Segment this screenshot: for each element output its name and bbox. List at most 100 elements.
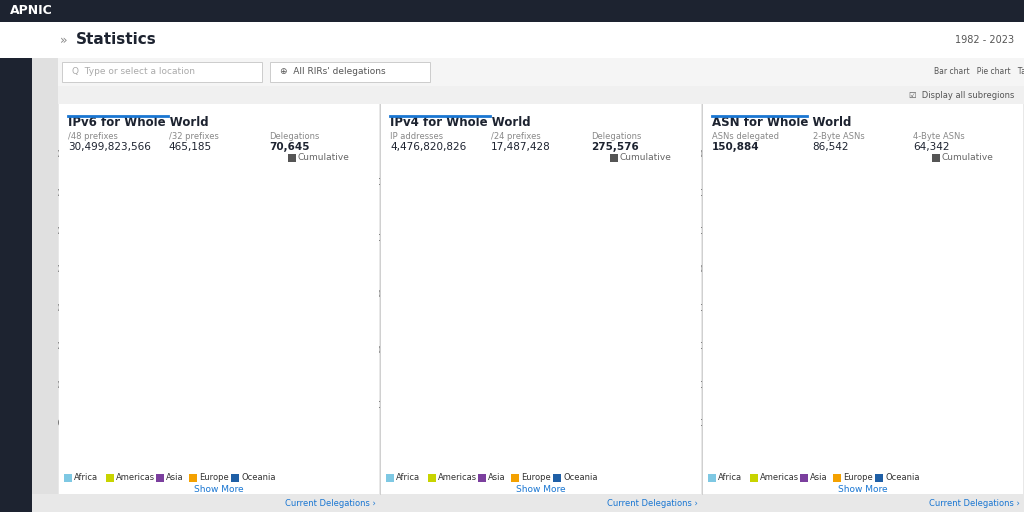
- Bar: [293, 457, 298, 461]
- Bar: [655, 429, 662, 461]
- Bar: [1005, 94, 1011, 293]
- Text: Oceania: Oceania: [242, 474, 275, 482]
- Bar: [340, 262, 346, 354]
- Bar: [319, 201, 326, 328]
- Bar: [252, 438, 257, 439]
- Bar: [293, 326, 298, 333]
- Bar: [663, 24, 668, 68]
- Text: 86,542: 86,542: [813, 142, 849, 152]
- Text: Africa: Africa: [396, 474, 420, 482]
- Bar: [354, 329, 359, 440]
- Bar: [614, 183, 621, 303]
- Bar: [594, 393, 600, 444]
- Bar: [313, 237, 318, 348]
- Text: APNIC: APNIC: [10, 5, 53, 17]
- Bar: [676, 424, 682, 461]
- Bar: [773, 458, 778, 461]
- Bar: [485, 432, 490, 447]
- Bar: [642, 81, 647, 118]
- Bar: [977, 453, 983, 461]
- Bar: [238, 452, 244, 458]
- Bar: [63, 474, 72, 482]
- Bar: [553, 474, 561, 482]
- Text: Africa: Africa: [718, 474, 742, 482]
- Bar: [794, 452, 799, 461]
- Bar: [313, 225, 318, 237]
- Bar: [663, 427, 668, 461]
- Bar: [272, 447, 278, 459]
- Bar: [977, 170, 983, 323]
- Bar: [553, 453, 559, 461]
- Bar: [835, 460, 840, 461]
- Bar: [760, 457, 765, 460]
- Bar: [327, 377, 333, 451]
- Bar: [855, 345, 860, 404]
- Bar: [937, 456, 942, 461]
- Bar: [669, 5, 675, 51]
- Bar: [794, 451, 799, 452]
- Bar: [428, 474, 436, 482]
- Bar: [567, 410, 572, 451]
- Bar: [594, 444, 600, 461]
- Bar: [58, 58, 1024, 86]
- Text: Current Delegations ›: Current Delegations ›: [929, 500, 1020, 508]
- Bar: [896, 458, 901, 461]
- Bar: [997, 114, 1004, 301]
- Bar: [950, 238, 956, 351]
- Bar: [607, 174, 613, 199]
- Bar: [587, 226, 593, 245]
- Bar: [614, 156, 621, 183]
- Text: ASNs delegated: ASNs delegated: [712, 132, 779, 141]
- Bar: [532, 457, 539, 461]
- Bar: [635, 274, 641, 366]
- Bar: [0, 0, 1024, 22]
- Bar: [642, 432, 647, 461]
- Bar: [360, 0, 367, 182]
- Text: Asia: Asia: [488, 474, 506, 482]
- Bar: [848, 429, 854, 460]
- Bar: [347, 36, 353, 236]
- Bar: [876, 297, 881, 378]
- Bar: [800, 474, 808, 482]
- Bar: [902, 193, 908, 222]
- Text: /32 prefixes: /32 prefixes: [169, 132, 218, 141]
- Bar: [786, 454, 793, 461]
- Text: 4,476,820,826: 4,476,820,826: [390, 142, 466, 152]
- Bar: [492, 421, 498, 423]
- Bar: [676, 33, 682, 217]
- Bar: [258, 430, 264, 450]
- Bar: [655, 245, 662, 352]
- Bar: [909, 323, 915, 387]
- Bar: [245, 458, 251, 460]
- Bar: [703, 20, 1023, 494]
- Bar: [628, 435, 634, 461]
- Bar: [485, 431, 490, 432]
- Bar: [553, 317, 559, 383]
- Bar: [957, 37, 963, 222]
- Bar: [820, 442, 826, 460]
- Bar: [347, 443, 353, 461]
- Bar: [628, 119, 634, 151]
- Bar: [279, 459, 285, 461]
- Bar: [997, 0, 1004, 114]
- Text: Asia: Asia: [810, 474, 827, 482]
- Bar: [587, 340, 593, 397]
- Bar: [957, 454, 963, 461]
- Bar: [272, 459, 278, 461]
- Bar: [567, 366, 572, 410]
- Bar: [506, 400, 511, 403]
- Bar: [0, 22, 1024, 58]
- Text: Q  Type or select a location: Q Type or select a location: [72, 68, 195, 76]
- Bar: [635, 100, 641, 134]
- Bar: [766, 455, 772, 459]
- Bar: [313, 348, 318, 400]
- Text: Cumulative: Cumulative: [620, 154, 672, 162]
- Bar: [607, 383, 613, 441]
- Bar: [526, 364, 531, 370]
- Bar: [265, 416, 271, 417]
- Bar: [932, 154, 940, 162]
- Bar: [745, 460, 752, 461]
- Text: 4-Byte ASNs: 4-Byte ASNs: [913, 132, 965, 141]
- Bar: [347, 15, 353, 36]
- Bar: [622, 137, 627, 167]
